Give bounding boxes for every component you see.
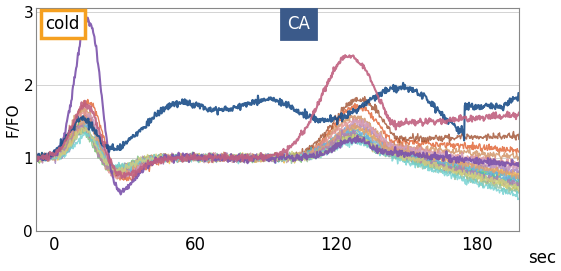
Y-axis label: F/FO: F/FO bbox=[6, 102, 21, 137]
Text: cold: cold bbox=[45, 15, 80, 33]
Text: CA: CA bbox=[287, 15, 310, 33]
Text: sec: sec bbox=[528, 249, 557, 267]
